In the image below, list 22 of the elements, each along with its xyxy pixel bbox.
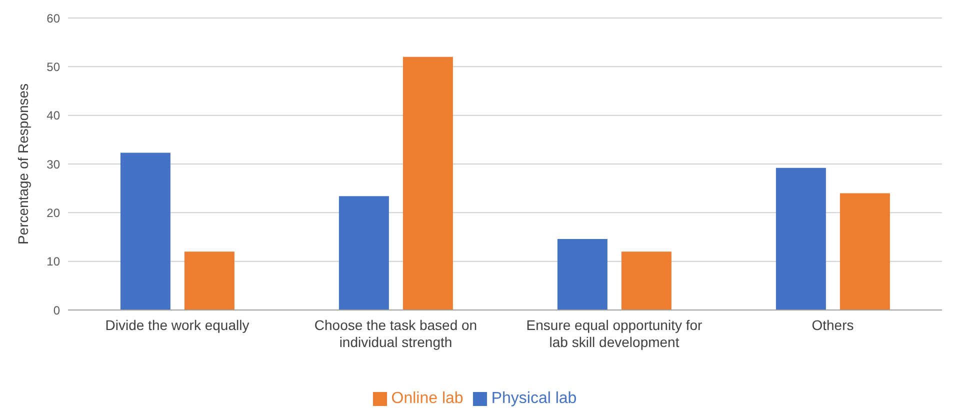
bar [120, 152, 170, 310]
bar [621, 252, 672, 310]
y-tick-label: 10 [46, 254, 60, 269]
legend-label: Online lab [391, 390, 464, 407]
bar [338, 196, 389, 310]
y-tick-label: 30 [46, 157, 60, 172]
bar [402, 56, 453, 310]
x-tick-label: Ensure equal opportunity for lab skill development [526, 317, 703, 350]
bar [840, 193, 890, 310]
bar [776, 168, 826, 310]
y-tick-label: 40 [46, 108, 60, 123]
bar [557, 238, 608, 310]
x-tick-label: Choose the task based on individual strength [314, 317, 478, 350]
y-axis-title: Percentage of Responses [14, 83, 31, 245]
y-tick-label: 0 [53, 303, 60, 318]
y-tick-label: 20 [46, 206, 60, 220]
legend-label: Physical lab [491, 390, 577, 407]
y-tick-label: 60 [46, 11, 60, 26]
x-tick-label: Others [812, 317, 854, 333]
x-tick-label: Divide the work equally [105, 317, 250, 333]
bar [184, 252, 234, 310]
y-tick-label: 50 [46, 60, 60, 74]
